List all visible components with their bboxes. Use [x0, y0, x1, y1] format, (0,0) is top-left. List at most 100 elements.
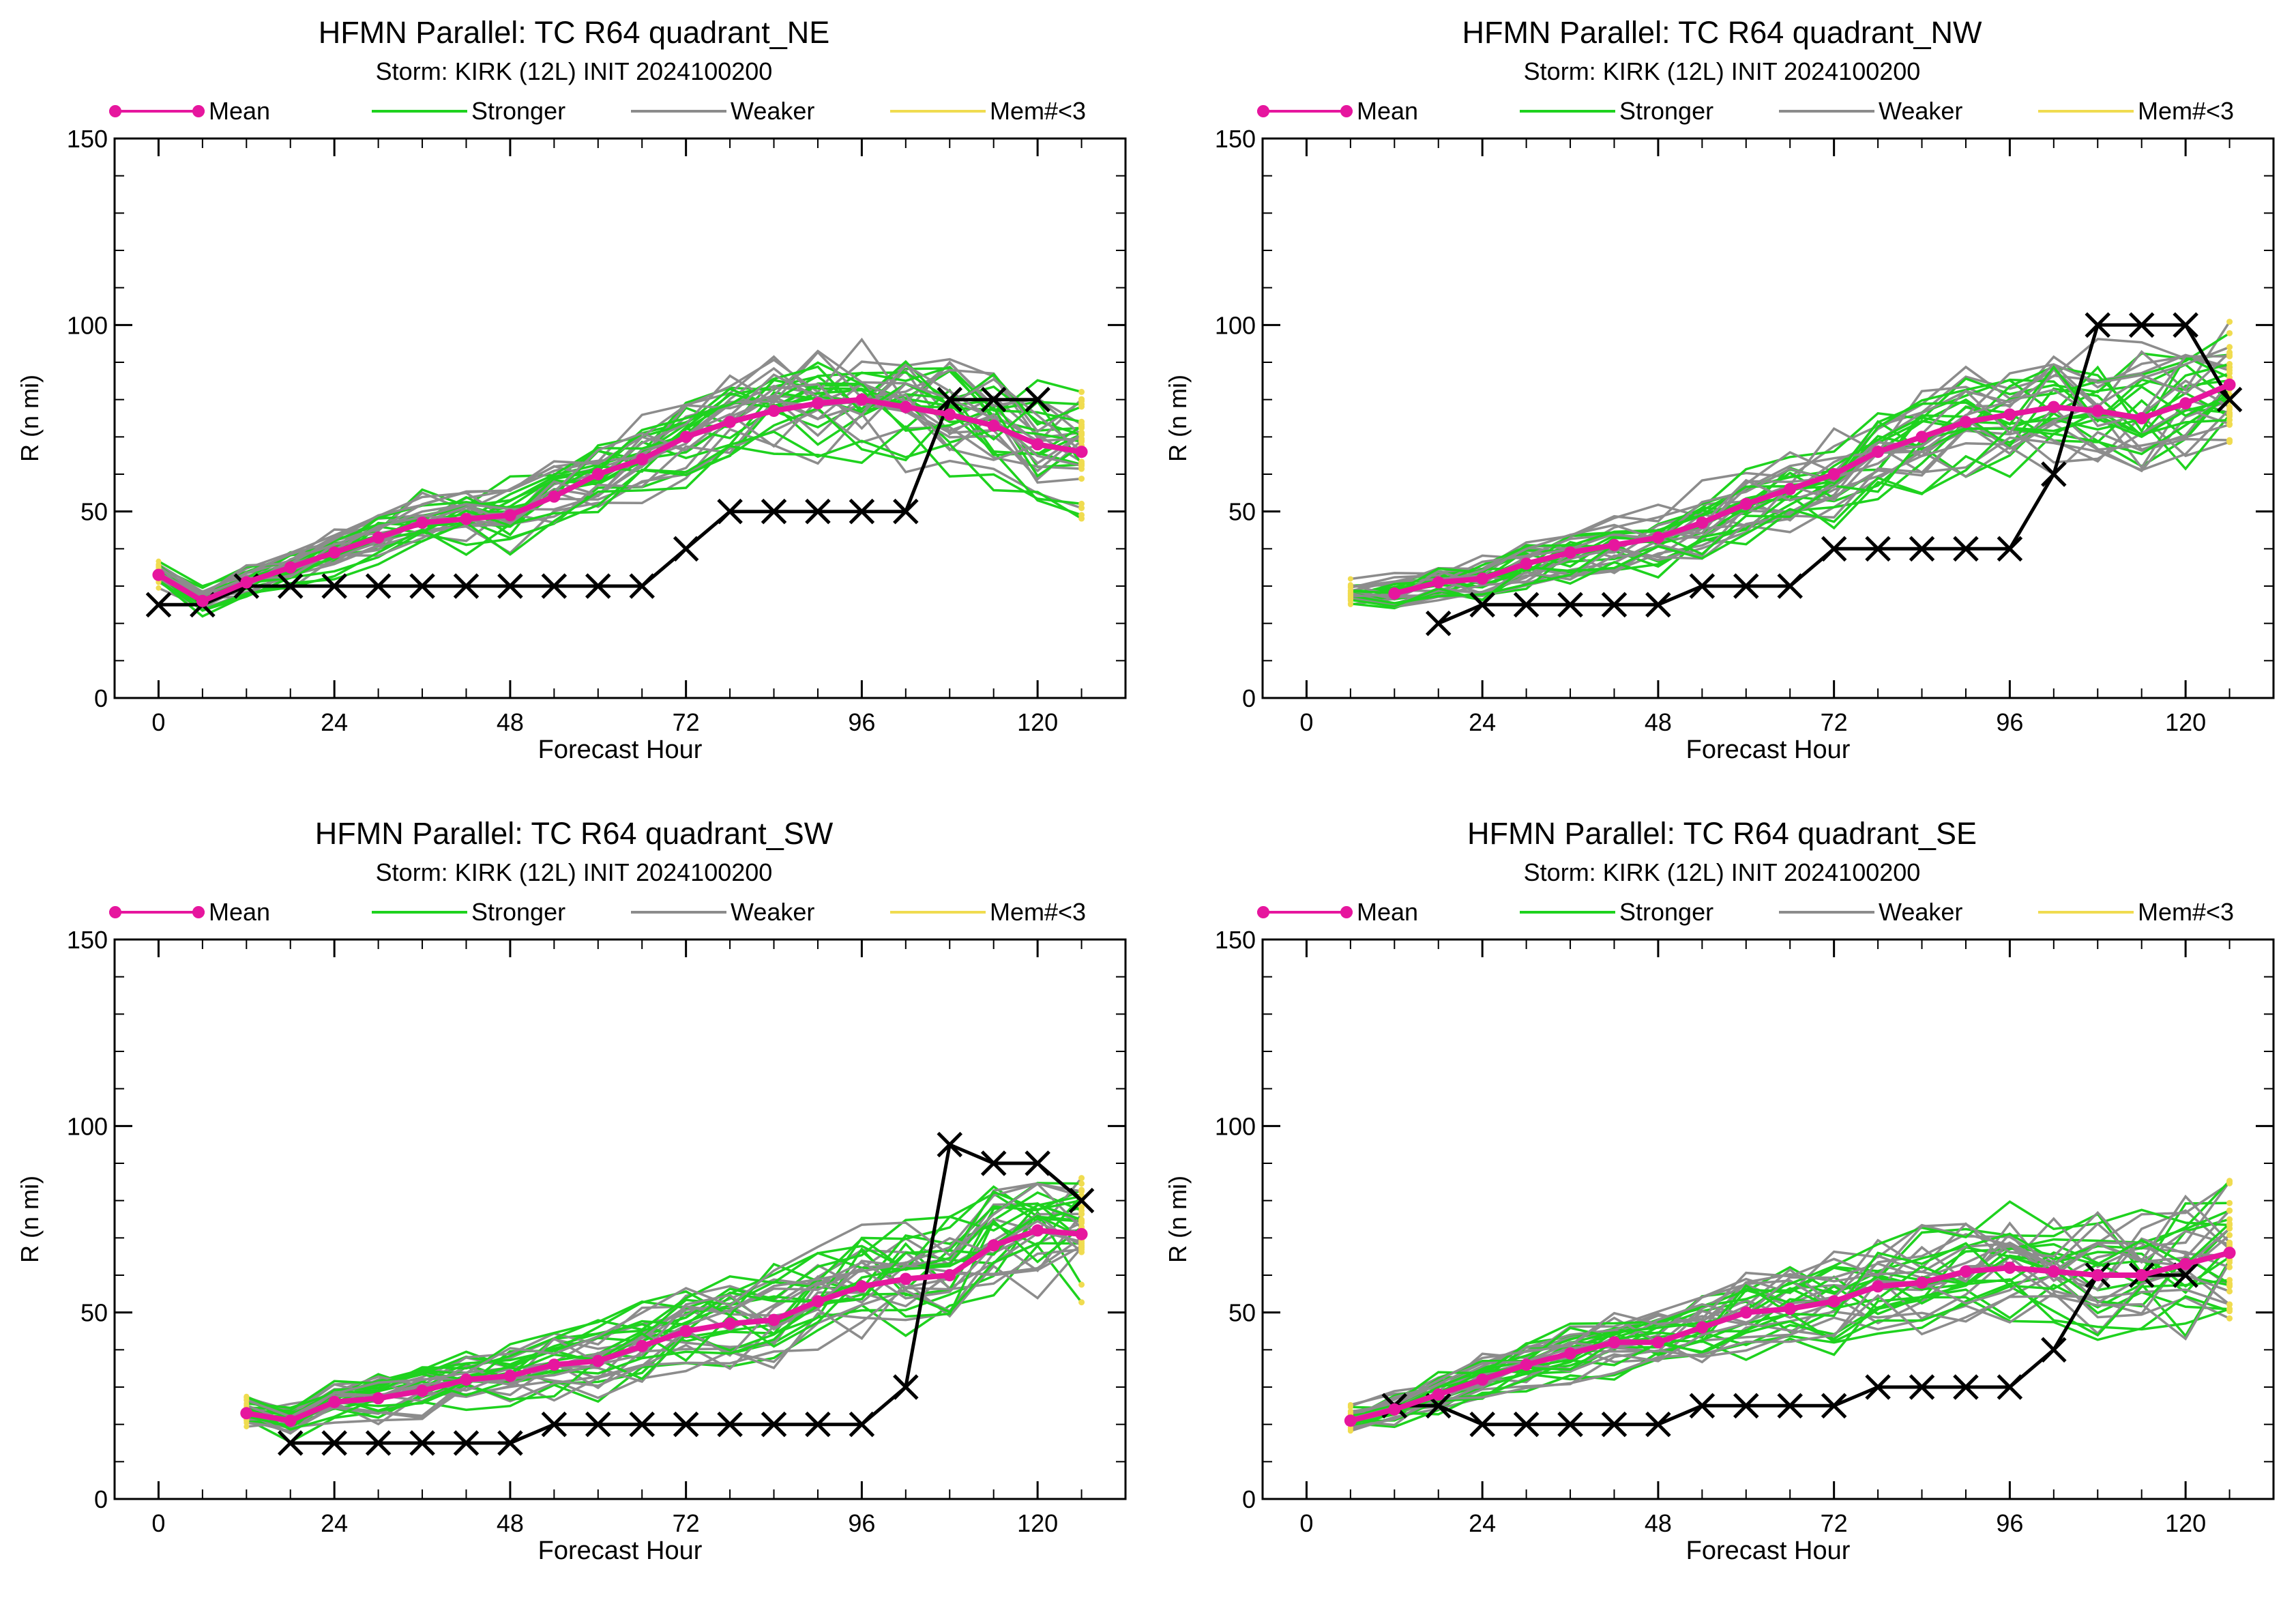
legend-swatch [1520, 911, 1615, 914]
mean-point [1608, 1336, 1621, 1349]
mean-point [1608, 538, 1621, 551]
mean-point [1432, 576, 1445, 589]
few-member-point [2226, 1301, 2233, 1308]
plot-frame [113, 938, 1127, 1500]
mean-point [2091, 1269, 2104, 1281]
chart-svg: 0 24 48 72 96 120 0 50 100 150 Forecast Hour R (n m… [16, 125, 1127, 764]
mean-point [328, 546, 341, 559]
best-track-marker [805, 498, 831, 525]
legend-item: Stronger [372, 96, 565, 127]
best-track-marker [1513, 1411, 1540, 1438]
x-tick-label: 0 [1299, 1509, 1313, 1537]
member-line [1350, 1275, 2231, 1423]
mean-point [855, 393, 868, 406]
legend-swatch [109, 105, 205, 117]
chart-svg: 0 24 48 72 96 120 0 50 100 150 Forecast Hour R (n m… [16, 926, 1127, 1565]
legend-label: Stronger [471, 898, 566, 926]
mean-point [724, 1317, 737, 1330]
member-line [246, 1242, 1082, 1427]
legend-item: Mem#<3 [890, 897, 1086, 928]
few-member-point [1078, 418, 1085, 425]
best-track-marker [1557, 1411, 1583, 1438]
x-axis-label: Forecast Hour [538, 1537, 703, 1565]
few-member-point [2226, 1305, 2233, 1312]
few-member-point [1078, 463, 1085, 469]
y-tick-label: 0 [94, 684, 108, 712]
best-track-marker [761, 1411, 787, 1438]
mean-point [416, 516, 429, 529]
best-track-marker [673, 536, 699, 562]
best-track-marker [2041, 461, 2067, 487]
best-track-marker [1601, 592, 1628, 618]
best-track-line [1394, 1273, 2186, 1427]
member-line [1350, 1295, 2231, 1429]
member-line [246, 1219, 1083, 1421]
few-member-point [2226, 1199, 2233, 1206]
best-track-marker [1953, 536, 1979, 562]
best-track-marker [1068, 1187, 1095, 1214]
best-track-marker [2173, 312, 2198, 338]
mean-point [767, 1313, 780, 1326]
y-tick-label: 50 [1228, 1299, 1256, 1327]
y-tick-label: 50 [80, 1299, 108, 1327]
mean-point [636, 453, 649, 466]
x-tick-label: 48 [1645, 1509, 1672, 1537]
mean-point [987, 419, 1000, 432]
best-track-marker [1821, 1393, 1847, 1419]
x-axis-label: Forecast Hour [538, 736, 703, 764]
best-track-marker [1865, 1374, 1891, 1400]
best-track-marker [1953, 1374, 1979, 1400]
mean-point [548, 1358, 561, 1371]
member-line [1350, 409, 2230, 605]
best-track-marker [1601, 1411, 1628, 1438]
mean-point [503, 1369, 516, 1382]
member-line [246, 1195, 1082, 1420]
x-tick-label: 48 [497, 1509, 524, 1537]
mean-point [1959, 1265, 1972, 1278]
best-track-marker [1689, 1393, 1716, 1419]
best-track-marker [1997, 1374, 2023, 1400]
best-track-marker [1733, 573, 1759, 599]
legend-swatch [890, 911, 986, 914]
few-member-point [244, 1423, 250, 1429]
few-member-point [156, 585, 162, 591]
best-track-marker [409, 573, 435, 599]
mean-point [1344, 1414, 1357, 1427]
legend-swatch [2038, 911, 2134, 914]
few-member-point [1078, 1210, 1085, 1217]
best-track-marker [717, 1411, 743, 1438]
y-tick-label: 50 [1228, 498, 1256, 526]
y-axis-label: R (n mi) [1164, 1176, 1192, 1263]
mean-point [811, 1295, 824, 1308]
x-tick-label: 96 [1996, 1509, 2023, 1537]
mean-point [2179, 397, 2192, 410]
mean-point [2047, 1265, 2060, 1278]
mean-point [1432, 1388, 1445, 1401]
member-lines [156, 337, 1085, 618]
few-member-point [2226, 344, 2233, 351]
mean-point [1827, 1295, 1840, 1308]
y-tick-label: 100 [67, 311, 108, 339]
mean-point [679, 431, 692, 443]
mean-point [2003, 408, 2016, 421]
member-line [1350, 346, 2231, 592]
best-track-marker [1025, 386, 1050, 413]
mean-point [987, 1239, 1000, 1252]
legend-item: Stronger [1520, 897, 1713, 928]
mean-point [2135, 1269, 2148, 1281]
mean-point [943, 1269, 956, 1281]
member-line [158, 365, 1082, 607]
mean-point [1739, 497, 1752, 510]
few-member-point [2226, 422, 2233, 428]
member-line [1350, 362, 2231, 595]
few-member-point [1078, 388, 1085, 395]
best-track-marker [2128, 312, 2155, 338]
best-track-marker [497, 573, 523, 599]
few-member-point [2226, 1178, 2233, 1184]
legend-item: Mem#<3 [2038, 897, 2234, 928]
mean-line [157, 396, 1083, 605]
mean-point [767, 405, 780, 418]
legend-swatch [372, 911, 467, 914]
x-axis-label: Forecast Hour [1686, 1537, 1851, 1565]
x-tick-label: 96 [1996, 708, 2023, 736]
